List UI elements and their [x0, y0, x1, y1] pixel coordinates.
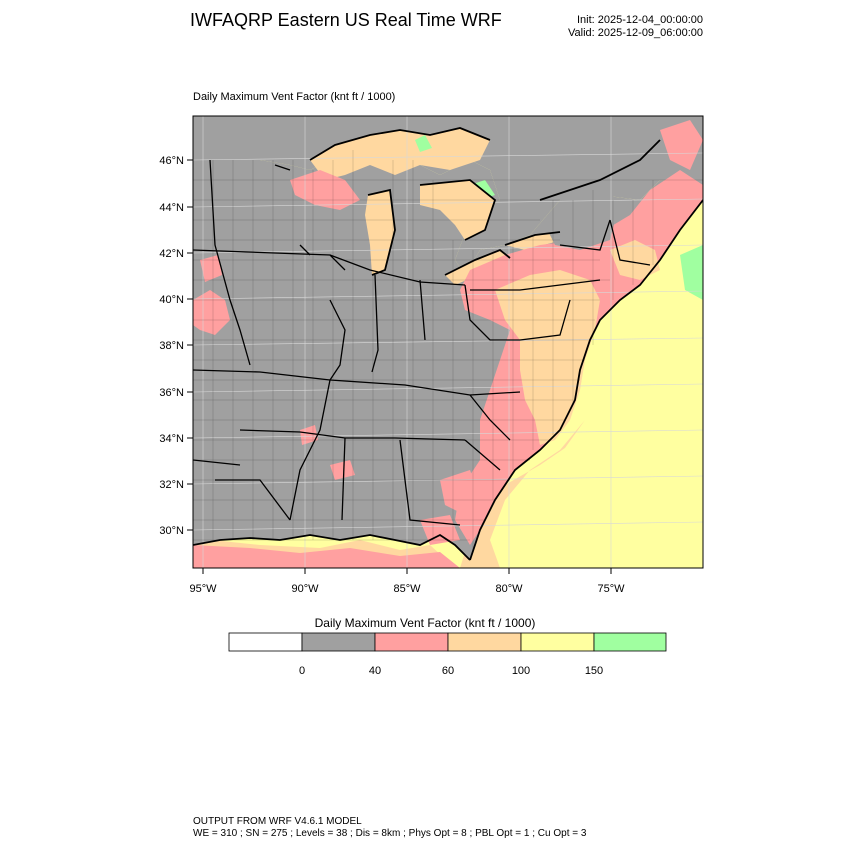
lat-label-42: 42°N: [159, 248, 184, 260]
lat-label-34: 34°N: [159, 433, 184, 445]
lat-label-30: 30°N: [159, 525, 184, 537]
legend-title: Daily Maximum Vent Factor (knt ft / 1000…: [314, 616, 536, 630]
graticule: [193, 116, 703, 568]
legend-swatch-2: [374, 632, 449, 652]
map-field: [193, 116, 703, 568]
lon-label-75: 75°W: [597, 583, 625, 595]
lake-ontario: [505, 232, 560, 250]
lake-huron: [420, 180, 495, 240]
county-lines: [193, 150, 703, 550]
lake-superior: [310, 128, 490, 180]
lon-ticks: [202, 568, 612, 574]
footer-params: WE = 310 ; SN = 275 ; Levels = 38 ; Dis …: [193, 828, 587, 839]
legend-colorbar: [228, 632, 667, 652]
map-title: Daily Maximum Vent Factor (knt ft / 1000…: [193, 91, 396, 103]
map-frame: [192, 115, 704, 569]
main-title: IWFAQRP Eastern US Real Time WRF: [190, 10, 502, 30]
lon-labels: 95°W 90°W 85°W 80°W 75°W: [189, 583, 625, 595]
lon-label-85: 85°W: [393, 583, 421, 595]
init-time: Init: 2025-12-04_00:00:00: [577, 14, 703, 26]
legend-swatch-4: [520, 632, 595, 652]
legend-label-0: 0: [299, 665, 305, 677]
footer-model: OUTPUT FROM WRF V4.6.1 MODEL: [193, 816, 362, 827]
lat-ticks: [187, 159, 193, 531]
lat-label-44: 44°N: [159, 202, 184, 214]
lat-label-40: 40°N: [159, 294, 184, 306]
legend-swatch-3: [447, 632, 522, 652]
offshore-green: [680, 245, 703, 300]
legend-label-150: 150: [585, 665, 603, 677]
lat-label-46: 46°N: [159, 155, 184, 167]
legend-swatch-0: [228, 632, 303, 652]
legend-swatch-5: [593, 632, 667, 652]
valid-time: Valid: 2025-12-09_06:00:00: [568, 27, 703, 39]
lon-label-95: 95°W: [189, 583, 217, 595]
lat-label-36: 36°N: [159, 387, 184, 399]
lat-label-38: 38°N: [159, 340, 184, 352]
state-boundaries: [193, 159, 651, 526]
lon-label-80: 80°W: [495, 583, 523, 595]
legend-label-60: 60: [442, 665, 454, 677]
legend-swatch-1: [301, 632, 376, 652]
lake-michigan: [365, 190, 395, 275]
legend-label-100: 100: [512, 665, 530, 677]
lat-labels: 46°N 44°N 42°N 40°N 38°N 36°N 34°N 32°N …: [159, 155, 184, 537]
lat-label-32: 32°N: [159, 479, 184, 491]
legend-labels: 0 40 60 100 150: [299, 665, 603, 677]
legend-label-40: 40: [369, 665, 381, 677]
lon-label-90: 90°W: [291, 583, 319, 595]
coastal-water-peach: [460, 420, 585, 568]
gulf-pink: [193, 545, 460, 568]
